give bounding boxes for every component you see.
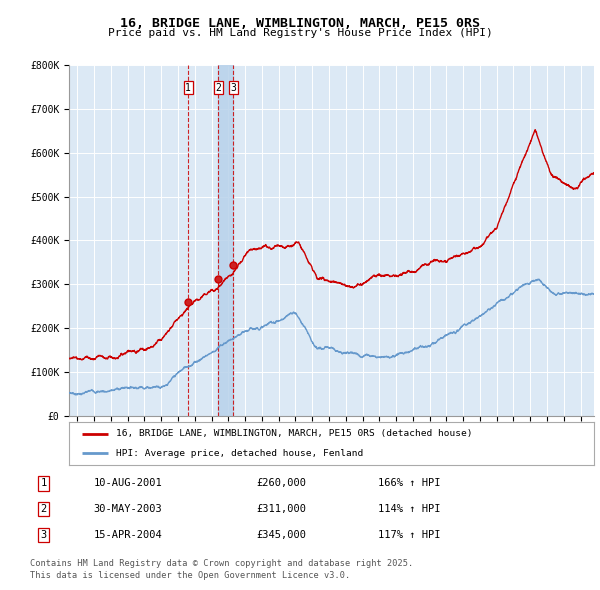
Text: 16, BRIDGE LANE, WIMBLINGTON, MARCH, PE15 0RS (detached house): 16, BRIDGE LANE, WIMBLINGTON, MARCH, PE1…	[116, 430, 473, 438]
Text: Contains HM Land Registry data © Crown copyright and database right 2025.: Contains HM Land Registry data © Crown c…	[30, 559, 413, 568]
Text: £260,000: £260,000	[256, 478, 307, 489]
Text: 15-APR-2004: 15-APR-2004	[94, 530, 162, 540]
Text: 2: 2	[41, 504, 47, 514]
Text: 166% ↑ HPI: 166% ↑ HPI	[378, 478, 440, 489]
Text: 117% ↑ HPI: 117% ↑ HPI	[378, 530, 440, 540]
Text: 114% ↑ HPI: 114% ↑ HPI	[378, 504, 440, 514]
Text: HPI: Average price, detached house, Fenland: HPI: Average price, detached house, Fenl…	[116, 449, 364, 458]
Text: This data is licensed under the Open Government Licence v3.0.: This data is licensed under the Open Gov…	[30, 571, 350, 579]
Text: 3: 3	[230, 83, 236, 93]
Text: 16, BRIDGE LANE, WIMBLINGTON, MARCH, PE15 0RS: 16, BRIDGE LANE, WIMBLINGTON, MARCH, PE1…	[120, 17, 480, 30]
Text: £345,000: £345,000	[256, 530, 307, 540]
Text: Price paid vs. HM Land Registry's House Price Index (HPI): Price paid vs. HM Land Registry's House …	[107, 28, 493, 38]
Text: £311,000: £311,000	[256, 504, 307, 514]
Text: 1: 1	[185, 83, 191, 93]
Text: 3: 3	[41, 530, 47, 540]
Text: 10-AUG-2001: 10-AUG-2001	[94, 478, 162, 489]
Bar	[218, 65, 233, 416]
Text: 2: 2	[215, 83, 221, 93]
Text: 30-MAY-2003: 30-MAY-2003	[94, 504, 162, 514]
Text: 1: 1	[41, 478, 47, 489]
